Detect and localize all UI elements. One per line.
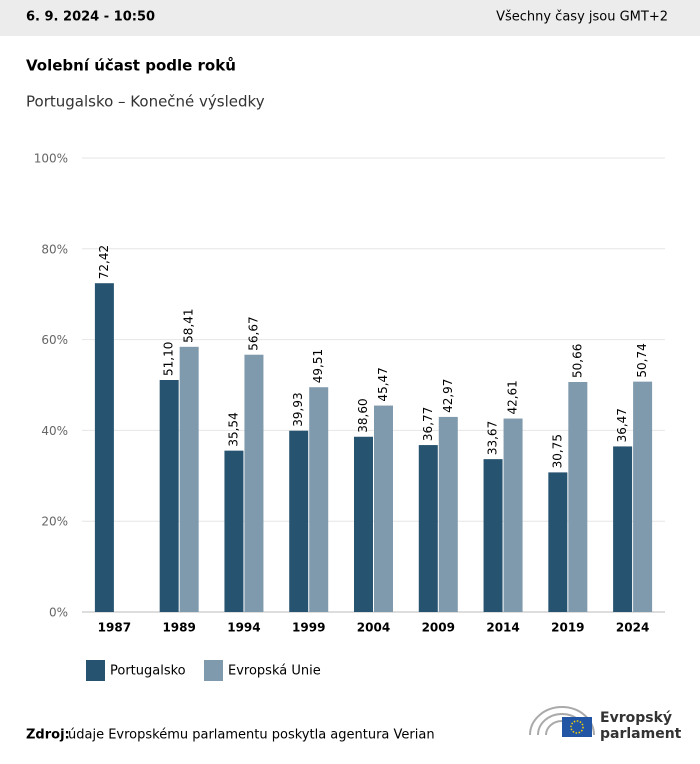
bar bbox=[244, 354, 264, 612]
bar bbox=[289, 430, 309, 612]
legend-swatch bbox=[204, 660, 223, 681]
value-label: 36,47 bbox=[615, 408, 629, 442]
bar bbox=[309, 387, 329, 612]
value-label: 38,60 bbox=[356, 398, 370, 432]
source-label: Zdroj: bbox=[26, 728, 70, 743]
bar bbox=[374, 405, 393, 612]
timezone: Všechny časy jsou GMT+2 bbox=[496, 10, 668, 25]
y-tick-label: 20% bbox=[41, 515, 68, 529]
value-label: 72,42 bbox=[97, 245, 111, 279]
bar bbox=[354, 436, 373, 612]
value-label: 30,75 bbox=[550, 434, 564, 468]
value-label: 42,97 bbox=[441, 379, 455, 413]
source-text: údaje Evropskému parlamentu poskytla age… bbox=[68, 728, 435, 743]
x-tick-label: 2009 bbox=[422, 621, 455, 635]
chart-title: Volební účast podle roků bbox=[26, 57, 236, 75]
bar bbox=[568, 382, 588, 612]
value-label: 49,51 bbox=[311, 349, 325, 383]
legend-swatch bbox=[86, 660, 105, 681]
bar bbox=[94, 283, 114, 612]
x-tick-label: 2024 bbox=[616, 621, 649, 635]
value-label: 42,61 bbox=[506, 380, 520, 414]
bar bbox=[418, 445, 438, 612]
y-tick-label: 60% bbox=[41, 333, 68, 347]
y-tick-label: 40% bbox=[41, 424, 68, 438]
bar bbox=[179, 346, 199, 612]
value-label: 45,47 bbox=[376, 367, 390, 401]
bar bbox=[503, 418, 523, 612]
header-bar bbox=[0, 0, 700, 36]
logo-text: Evropský bbox=[600, 710, 672, 726]
x-tick-label: 2014 bbox=[486, 621, 519, 635]
legend-label: Evropská Unie bbox=[228, 664, 321, 679]
bar bbox=[159, 380, 179, 612]
bar bbox=[633, 381, 653, 612]
bar bbox=[483, 459, 503, 612]
bar bbox=[224, 450, 244, 612]
bar bbox=[548, 472, 568, 612]
value-label: 39,93 bbox=[291, 392, 305, 426]
value-label: 36,77 bbox=[421, 407, 435, 441]
value-label: 51,10 bbox=[162, 342, 176, 376]
x-tick-label: 1987 bbox=[98, 621, 131, 635]
y-tick-label: 80% bbox=[41, 242, 68, 256]
x-tick-label: 2019 bbox=[551, 621, 584, 635]
x-tick-label: 1999 bbox=[292, 621, 325, 635]
value-label: 50,66 bbox=[570, 344, 584, 378]
y-tick-label: 100% bbox=[34, 152, 68, 166]
value-label: 33,67 bbox=[486, 421, 500, 455]
value-label: 56,67 bbox=[246, 316, 260, 350]
x-tick-label: 2004 bbox=[357, 621, 390, 635]
chart-subtitle: Portugalsko – Konečné výsledky bbox=[26, 93, 265, 111]
bar bbox=[613, 446, 633, 612]
value-label: 58,41 bbox=[182, 308, 196, 342]
bar bbox=[438, 416, 458, 612]
date: 6. 9. 2024 - 10:50 bbox=[26, 10, 155, 25]
y-tick-label: 0% bbox=[49, 606, 68, 620]
logo-icon bbox=[529, 706, 595, 737]
legend-label: Portugalsko bbox=[110, 664, 186, 679]
logo-text: parlament bbox=[600, 726, 682, 742]
x-tick-label: 1994 bbox=[227, 621, 260, 635]
value-label: 35,54 bbox=[226, 412, 240, 446]
value-label: 50,74 bbox=[635, 343, 649, 377]
x-tick-label: 1989 bbox=[162, 621, 195, 635]
